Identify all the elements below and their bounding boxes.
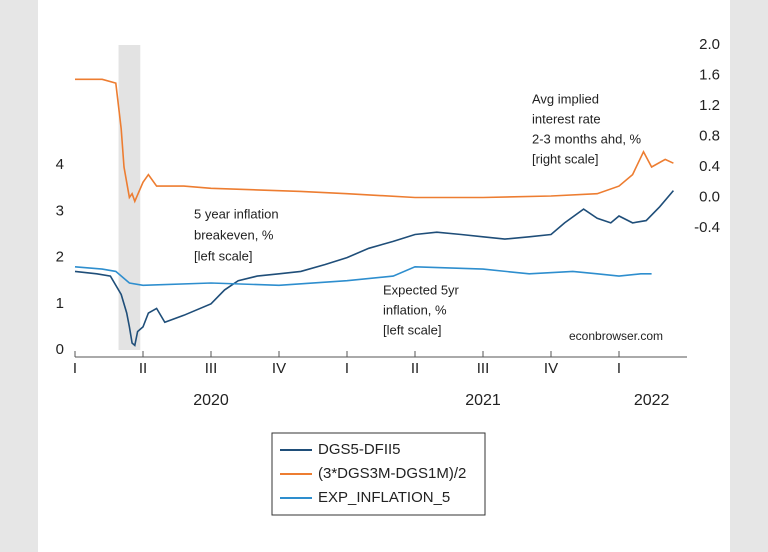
x-tick-label: I [617, 360, 621, 377]
legend-label: (3*DGS3M-DGS1M)/2 [318, 465, 466, 482]
y-tick-label: 3 [56, 202, 64, 219]
y2-tick-label: 1.6 [699, 66, 720, 83]
annotation: Avg implied [532, 91, 599, 106]
y2-tick-label: 0.4 [699, 158, 720, 175]
annotation: interest rate [532, 111, 601, 126]
x-tick-label: III [477, 360, 490, 377]
y-tick-label: 0 [56, 341, 64, 358]
series-line [74, 265, 652, 287]
annotation: [left scale] [194, 248, 253, 263]
annotation: 2-3 months ahd, % [532, 131, 642, 146]
y-tick-label: 2 [56, 249, 64, 266]
x-tick-label: III [205, 360, 218, 377]
y2-tick-label: 2.0 [699, 36, 720, 53]
y-tick-label: 4 [56, 156, 64, 173]
x-tick-label: IV [544, 360, 558, 377]
annotation: [left scale] [383, 322, 442, 337]
annotation: inflation, % [383, 302, 447, 317]
year-label: 2021 [465, 392, 501, 409]
annotation: breakeven, % [194, 227, 274, 242]
annotation: [right scale] [532, 151, 598, 166]
x-tick-label: I [345, 360, 349, 377]
year-label: 2020 [193, 392, 229, 409]
annotation: econbrowser.com [569, 329, 663, 343]
year-label: 2022 [634, 392, 670, 409]
y2-tick-label: 0.0 [699, 188, 720, 205]
annotation: Expected 5yr [383, 282, 460, 297]
y2-tick-label: -0.4 [694, 219, 720, 236]
x-tick-label: II [411, 360, 419, 377]
series-line [74, 190, 675, 347]
legend-label: EXP_INFLATION_5 [318, 489, 450, 506]
x-tick-label: I [73, 360, 77, 377]
series-line [75, 78, 674, 204]
legend-label: DGS5-DFII5 [318, 441, 401, 458]
x-tick-label: II [139, 360, 147, 377]
y2-tick-label: 0.8 [699, 127, 720, 144]
y-tick-label: 1 [56, 295, 64, 312]
annotation: 5 year inflation [194, 206, 279, 221]
x-tick-label: IV [272, 360, 286, 377]
y2-tick-label: 1.2 [699, 97, 720, 114]
